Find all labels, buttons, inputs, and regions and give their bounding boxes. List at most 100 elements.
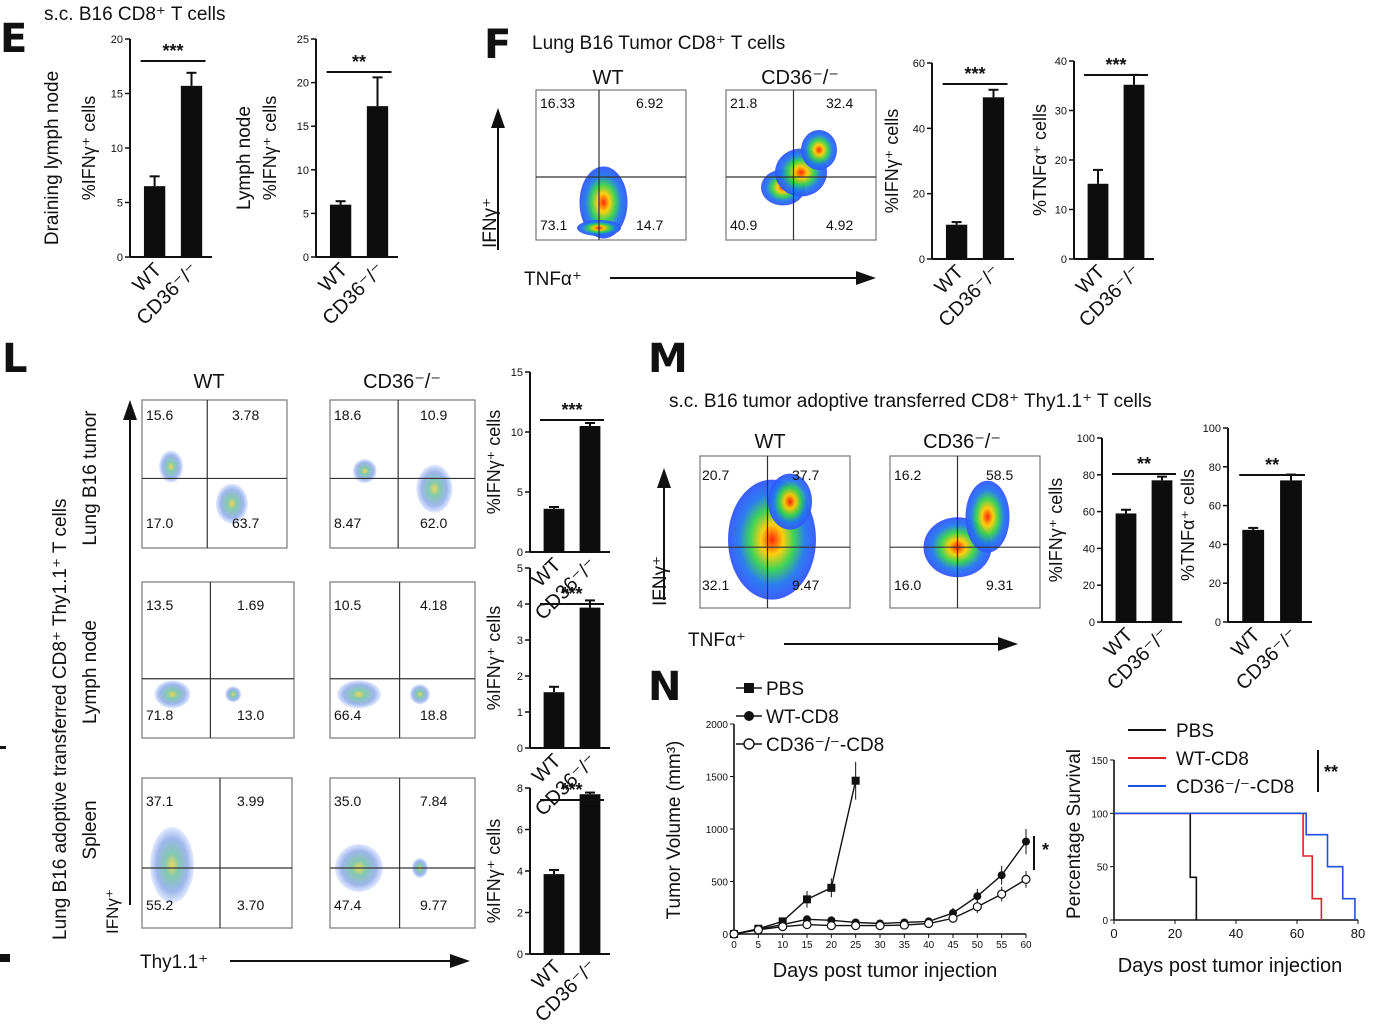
legend-label: PBS	[1176, 721, 1214, 742]
y-tick-label: 1	[517, 707, 523, 719]
bar-cd36ko	[579, 794, 601, 954]
bar-wt	[143, 186, 166, 257]
flow-plot-frame	[329, 581, 476, 739]
density-blob	[225, 686, 242, 703]
quadrant-percent: 16.33	[540, 95, 575, 111]
bar-wt	[329, 204, 352, 257]
y-tick-label: 0	[117, 252, 123, 264]
quadrant-percent: 32.4	[826, 95, 853, 111]
flow-plot-L-KO-spl: 35.0 7.84 47.4 9.77	[329, 777, 476, 929]
bar-cd36ko	[1123, 84, 1145, 259]
y-tick-label: 30	[1055, 106, 1067, 118]
quadrant-percent: 62.0	[420, 515, 447, 531]
bar-cd36ko	[180, 85, 203, 258]
flow-header-m-ko: CD36⁻/⁻	[923, 431, 1001, 453]
quadrant-percent: 7.84	[420, 793, 447, 809]
x-axis-label: Days post tumor injection	[773, 960, 998, 982]
data-point-circle	[997, 871, 1006, 880]
data-point-circle	[1022, 837, 1030, 846]
y-axis-label-secondary: Draining lymph node	[42, 71, 63, 245]
quadrant-percent: 63.7	[232, 515, 259, 531]
panel-m-title: s.c. B16 tumor adoptive transferred CD8⁺…	[669, 391, 1152, 412]
x-tick-label: 10	[777, 940, 789, 951]
quadrant-percent: 47.4	[334, 897, 361, 913]
data-point-open-circle	[851, 920, 861, 931]
significance-stars: **	[1137, 454, 1151, 474]
legend-label: PBS	[766, 679, 804, 700]
quadrant-percent: 3.78	[232, 407, 259, 423]
quadrant-percent: 20.7	[702, 467, 729, 483]
data-point-open-circle	[1021, 874, 1031, 885]
panel-e-title: s.c. B16 CD8⁺ T cells	[44, 4, 225, 25]
x-tick-label: 60	[1290, 926, 1304, 941]
density-blob	[150, 827, 194, 903]
significance-stars: **	[1265, 455, 1279, 475]
quadrant-percent: 37.1	[146, 793, 173, 809]
y-axis-label: %IFNγ⁺ cells	[484, 819, 504, 924]
flow-plot-L-WT-ln: 13.5 1.69 71.8 13.0	[141, 581, 295, 739]
y-axis-label: Percentage Survival	[1064, 749, 1085, 919]
quadrant-percent: 9.47	[792, 577, 819, 593]
flow-plot-L-KO-ln: 10.5 4.18 66.4 18.8	[329, 581, 476, 739]
y-tick-label: 20	[1055, 155, 1067, 167]
row-label-spleen: Spleen	[80, 800, 101, 859]
bar-wt	[1115, 513, 1137, 622]
y-tick-label: 0	[303, 252, 309, 264]
bar-cd36ko	[1280, 480, 1302, 622]
quadrant-percent: 14.7	[636, 217, 663, 233]
data-point-open-circle	[972, 902, 982, 912]
bar-wt	[543, 692, 565, 748]
y-tick-label: 40	[1083, 543, 1095, 555]
survival-legend: PBS WT-CD8 CD36⁻/⁻-CD8	[1128, 721, 1294, 798]
quadrant-percent: 40.9	[730, 217, 757, 233]
y-tick-label: 60	[913, 58, 925, 70]
y-tick-label: 2	[517, 908, 523, 920]
density-blob	[409, 684, 430, 705]
legend-label: CD36⁻/⁻-CD8	[1176, 777, 1294, 798]
density-blob	[768, 473, 812, 530]
y-tick-label: 0	[722, 930, 728, 941]
y-axis-label: %IFNγ⁺ cells	[882, 109, 902, 214]
y-tick-label: 100	[1203, 423, 1221, 435]
data-point-open-circle	[997, 889, 1007, 899]
y-tick-label: 50	[1097, 863, 1109, 874]
flow-header-l-ko: CD36⁻/⁻	[363, 371, 441, 393]
flow-header-l-wt: WT	[193, 371, 224, 393]
data-point-open-circle	[778, 922, 788, 932]
data-point-open-circle	[948, 913, 958, 923]
y-tick-label: 10	[297, 165, 309, 177]
x-tick-label: 5	[756, 940, 762, 951]
x-tick-label: 20	[1168, 926, 1182, 941]
y-tick-label: 0	[1215, 617, 1221, 629]
y-tick-label: 40	[1209, 539, 1221, 551]
bar-wt	[945, 224, 968, 259]
data-point-open-circle	[729, 929, 739, 939]
panel-l-x-label: Thy1.1⁺	[140, 952, 208, 973]
survival-curve-0	[1114, 812, 1198, 920]
y-axis-label: %IFNγ⁺ cells	[260, 96, 280, 201]
x-tick-label: 0	[1110, 926, 1117, 941]
quadrant-percent: 32.1	[702, 577, 729, 593]
y-axis-label: %IFNγ⁺ cells	[484, 410, 504, 515]
x-tick-label: 20	[826, 940, 838, 951]
quadrant-percent: 3.70	[237, 897, 264, 913]
panel-letter-f: F	[484, 22, 511, 68]
quadrant-percent: 18.8	[420, 707, 447, 723]
panel-m-x-label: TNFα⁺	[688, 630, 746, 651]
data-point-open-circle	[899, 920, 909, 930]
flow-plot-L-WT-spl: 37.1 3.99 55.2 3.70	[141, 777, 293, 929]
y-axis-label: %TNFα⁺ cells	[1178, 469, 1198, 581]
density-blob	[965, 480, 1010, 553]
panel-l-side-label: Lung B16 adoptive transferred CD8⁺ Thy1.…	[50, 499, 71, 940]
y-tick-label: 15	[297, 121, 309, 133]
y-axis-label: %TNFα⁺ cells	[1030, 104, 1050, 216]
row-label-lung-tumor: Lung B16 tumor	[80, 410, 101, 546]
density-blob	[337, 680, 381, 709]
survival-chart: 0 50 100 150 0 20 40 60 80 PBS WT-CD8 CD36⁻/⁻-CD8 **…	[1064, 721, 1365, 977]
y-tick-label: 5	[517, 563, 523, 575]
y-tick-label: 5	[517, 487, 523, 499]
quadrant-percent: 16.0	[894, 577, 921, 593]
